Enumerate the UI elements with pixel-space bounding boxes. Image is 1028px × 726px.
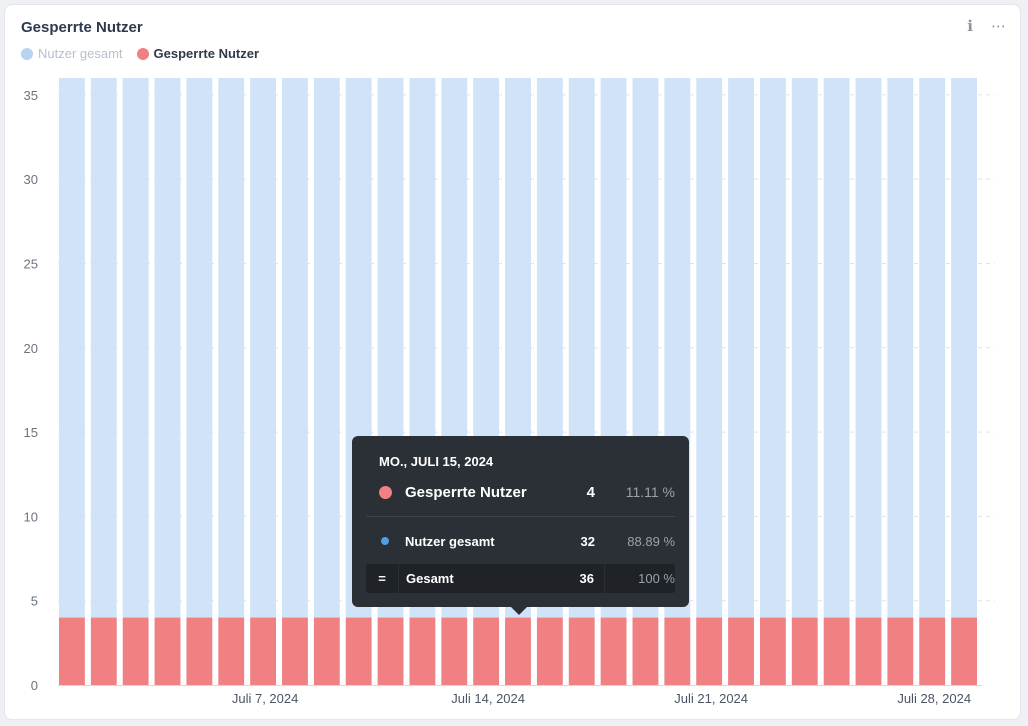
bar-segment[interactable] [696, 617, 723, 685]
tooltip-primary-value: 4 [586, 483, 595, 501]
bar-segment[interactable] [250, 617, 277, 685]
legend-label-gesperrte-nutzer: Gesperrte Nutzer [153, 46, 260, 61]
x-tick-label: Juli 21, 2024 [674, 691, 748, 706]
bar-segment[interactable] [791, 617, 818, 685]
bar-segment[interactable] [887, 617, 914, 685]
bar-segment[interactable] [59, 78, 85, 618]
x-tick-label: Juli 14, 2024 [451, 691, 525, 706]
bar-segment[interactable] [951, 78, 977, 618]
bar-segment[interactable] [154, 617, 181, 685]
tooltip-secondary-value: 32 [580, 533, 595, 549]
bar-segment[interactable] [154, 78, 181, 618]
tooltip-primary-dot [379, 485, 392, 499]
bar-segment[interactable] [313, 78, 340, 618]
y-tick-label: 10 [24, 509, 38, 524]
tooltip-row-total: = Gesamt 36 100 % [366, 564, 675, 593]
tooltip-total-label: Gesamt [406, 571, 454, 586]
bar-segment[interactable] [282, 617, 308, 685]
legend-label-nutzer-gesamt: Nutzer gesamt [38, 46, 123, 61]
x-tick-label: Juli 7, 2024 [232, 691, 299, 706]
bar-segment[interactable] [345, 617, 372, 685]
bar-segment[interactable] [505, 617, 531, 685]
y-tick-label: 5 [31, 594, 38, 609]
bar-segment[interactable] [186, 78, 213, 618]
bar-segment[interactable] [664, 617, 691, 685]
bar-segment[interactable] [90, 617, 117, 685]
bar-segment[interactable] [441, 617, 468, 685]
bar-segment[interactable] [632, 617, 659, 685]
bar-segment[interactable] [218, 78, 245, 618]
bar-segment[interactable] [600, 617, 627, 685]
bar-segment[interactable] [313, 617, 340, 685]
bar-segment[interactable] [473, 617, 500, 685]
bar-segment[interactable] [122, 617, 149, 685]
legend-item-gesperrte-nutzer[interactable]: Gesperrte Nutzer [136, 46, 260, 61]
tooltip-total-value: 36 [534, 564, 605, 593]
legend-dot-gesperrte-nutzer [136, 47, 149, 60]
bar-segment[interactable] [186, 617, 213, 685]
legend-item-nutzer-gesamt[interactable]: Nutzer gesamt [21, 46, 123, 61]
bar-segment[interactable] [951, 617, 977, 685]
info-icon[interactable]: ℹ [967, 18, 973, 35]
y-tick-label: 30 [24, 172, 38, 187]
bar-segment[interactable] [568, 617, 595, 685]
bar-segment[interactable] [887, 78, 914, 618]
bar-segment[interactable] [282, 78, 308, 618]
tooltip-primary-label: Gesperrte Nutzer [405, 483, 527, 501]
bar-segment[interactable] [823, 78, 850, 618]
y-tick-label: 0 [31, 678, 38, 693]
bar-segment[interactable] [919, 617, 946, 685]
bar-segment[interactable] [728, 617, 754, 685]
tooltip-total-percent: 100 % [638, 571, 675, 586]
bar-segment[interactable] [59, 617, 85, 685]
tooltip-primary-percent: 11.11 % [625, 484, 675, 500]
card-title[interactable]: Gesperrte Nutzer [21, 19, 143, 36]
tooltip-row-secondary: Nutzer gesamt 32 88.89 % [366, 531, 675, 551]
bar-segment[interactable] [696, 78, 723, 618]
bar-segment[interactable] [791, 78, 818, 618]
bar-segment[interactable] [218, 617, 245, 685]
bar-segment[interactable] [759, 617, 786, 685]
tooltip-secondary-dot [381, 537, 389, 545]
tooltip-date: MO., JULI 15, 2024 [379, 454, 494, 469]
tooltip-secondary-percent: 88.89 % [627, 533, 675, 549]
tooltip-secondary-label: Nutzer gesamt [405, 533, 495, 549]
tooltip-row-primary: Gesperrte Nutzer 4 11.11 % [366, 480, 675, 504]
bar-segment[interactable] [728, 78, 754, 618]
bar-segment[interactable] [823, 617, 850, 685]
bar-segment[interactable] [250, 78, 277, 618]
legend-dot-nutzer-gesamt [21, 47, 33, 60]
bar-segment[interactable] [122, 78, 149, 618]
bar-segment[interactable] [919, 78, 946, 618]
bar-segment[interactable] [759, 78, 786, 618]
chart-tooltip: MO., JULI 15, 2024 Gesperrte Nutzer 4 11… [352, 436, 689, 615]
chart-legend: Nutzer gesamt Gesperrte Nutzer [21, 46, 259, 61]
tooltip-total-symbol: = [366, 564, 399, 593]
bar-segment[interactable] [536, 617, 563, 685]
bar-segment[interactable] [377, 617, 404, 685]
y-tick-label: 20 [24, 341, 38, 356]
y-tick-label: 35 [24, 88, 38, 103]
tooltip-divider [366, 516, 675, 517]
bar-segment[interactable] [855, 617, 882, 685]
bar-segment[interactable] [855, 78, 882, 618]
more-dots-icon[interactable]: ⋯ [991, 18, 1006, 35]
y-tick-label: 15 [24, 425, 38, 440]
bar-segment[interactable] [90, 78, 117, 618]
y-tick-label: 25 [24, 256, 38, 271]
bar-segment[interactable] [409, 617, 436, 685]
x-tick-label: Juli 28, 2024 [897, 691, 971, 706]
card-actions: ℹ ⋯ [967, 17, 1006, 35]
